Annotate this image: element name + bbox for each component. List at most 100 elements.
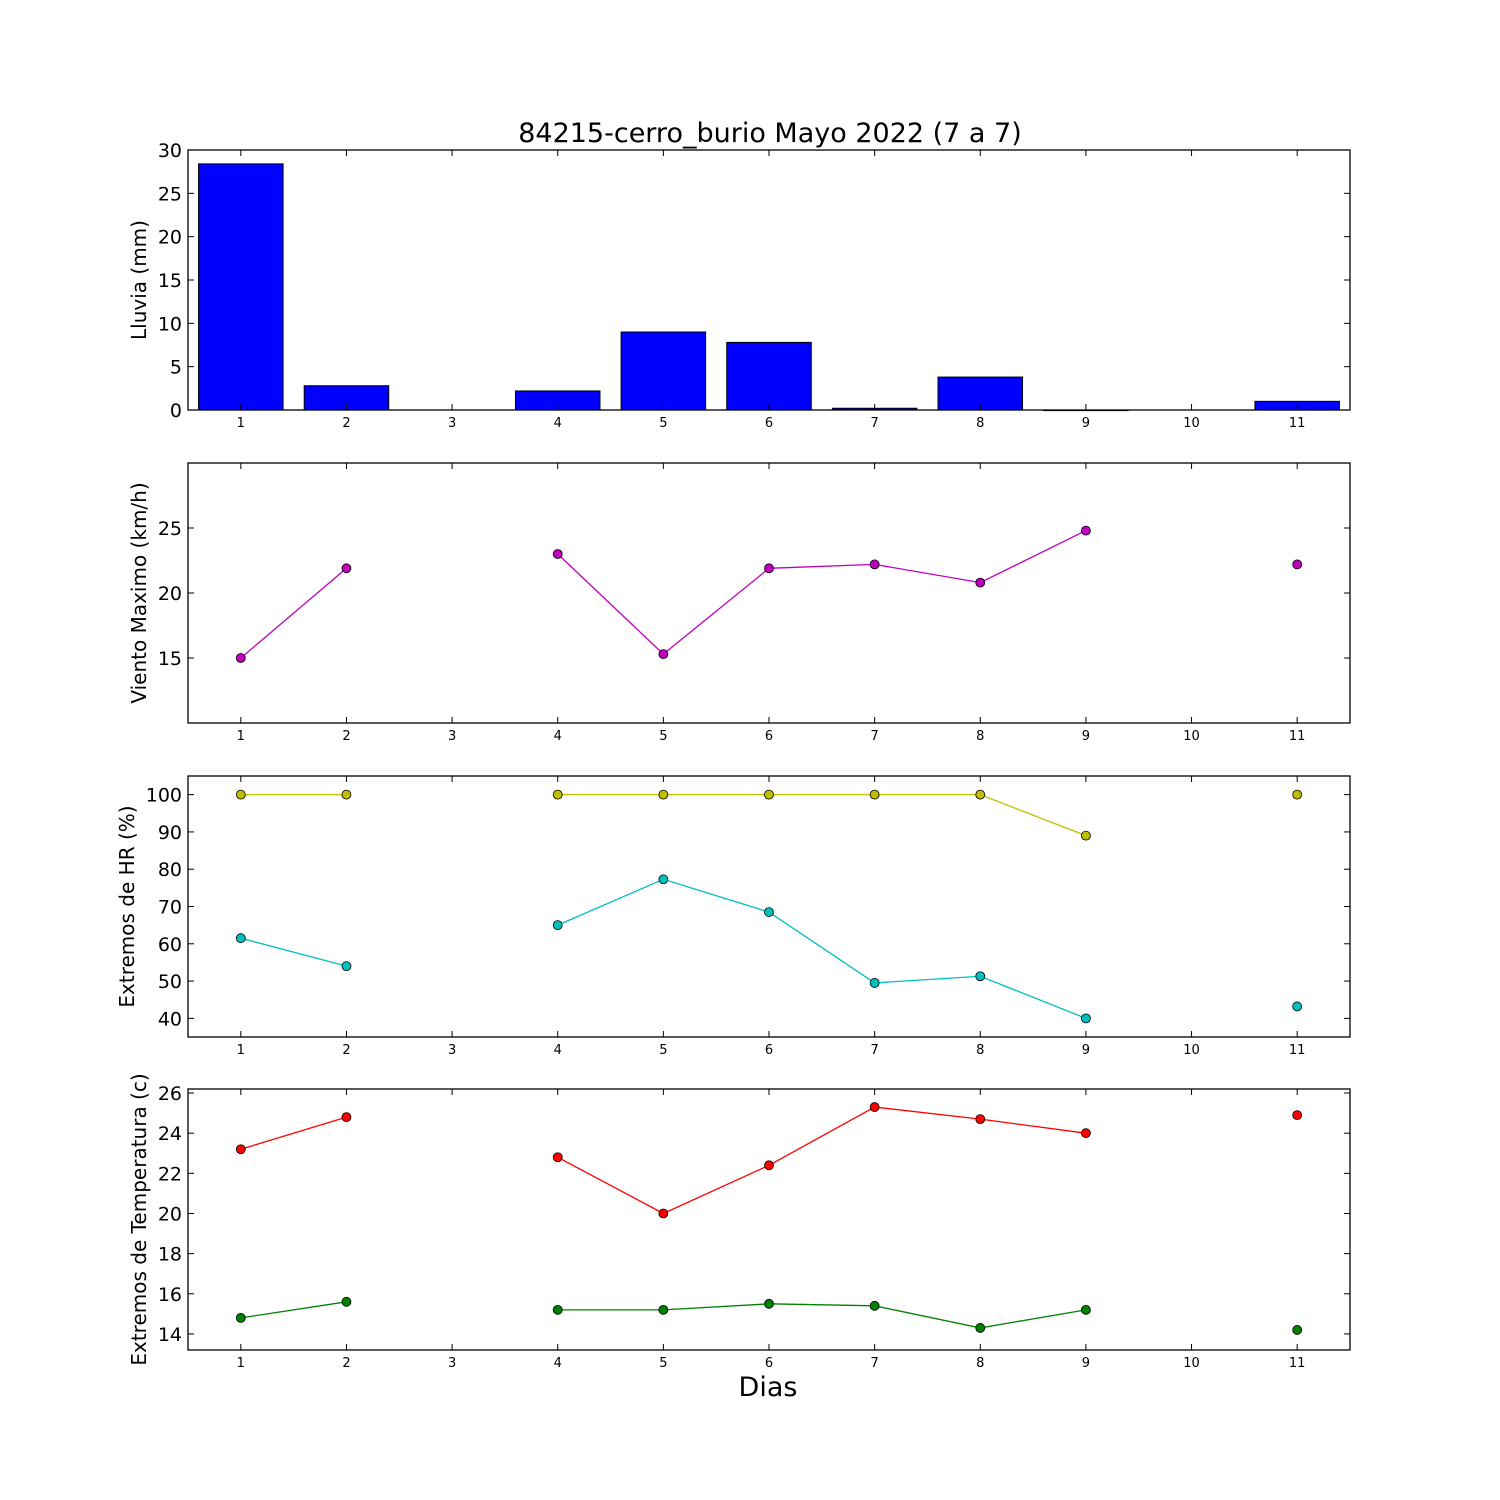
series-line: [557, 878, 1087, 1019]
data-point: [341, 1112, 352, 1123]
series-line: [240, 1116, 347, 1150]
data-point: [764, 1160, 774, 1171]
data-point: [235, 933, 246, 944]
bar: [620, 331, 707, 411]
x-axis-label: Dias: [739, 1372, 798, 1403]
x-tick-label: 6: [765, 729, 773, 744]
data-point: [235, 1144, 246, 1155]
chart-title: 84215-cerro_burio Mayo 2022 (7 a 7): [518, 118, 1022, 149]
x-tick-label: 9: [1082, 729, 1090, 744]
x-tick-label: 11: [1289, 1043, 1306, 1058]
data-point: [975, 1323, 986, 1333]
data-point: [235, 653, 246, 663]
data-point: [658, 789, 669, 800]
y-axis-label: Viento Maximo (km/h): [127, 482, 151, 703]
x-tick-label: 3: [448, 1356, 456, 1371]
subplot-4: 1 2 3 4 5 6 7 8 9 10 11 14 16 18 20 22 24 26 Extremos de T…: [127, 1073, 1351, 1371]
x-tick-label: 9: [1082, 416, 1090, 431]
data-point: [975, 971, 986, 982]
x-tick-label: 6: [765, 1043, 773, 1058]
y-axis-label: Extremos de HR (%): [115, 805, 139, 1007]
series-line: [240, 567, 347, 659]
data-point: [658, 874, 669, 885]
y-tick-label: 16: [158, 1284, 182, 1306]
data-point: [1292, 1001, 1303, 1012]
data-point: [1081, 1013, 1091, 1024]
x-tick-label: 10: [1183, 1356, 1200, 1371]
data-point: [764, 789, 774, 800]
y-tick-label: 20: [158, 583, 182, 605]
y-tick-label: 30: [158, 140, 182, 162]
data-point: [1292, 1325, 1303, 1335]
data-point: [552, 1152, 563, 1163]
y-tick-label: 60: [158, 934, 182, 956]
x-tick-label: 6: [765, 416, 773, 431]
x-tick-label: 9: [1082, 1356, 1090, 1371]
y-tick-label: 20: [158, 1203, 182, 1225]
data-point: [658, 1208, 669, 1219]
data-point: [341, 563, 352, 574]
x-tick-label: 7: [870, 729, 878, 744]
subplot-2: 1 2 3 4 5 6 7 8 9 10 11 15 20 25 Viento Maximo (km/h): [127, 462, 1351, 744]
axes-frame: [187, 1088, 1351, 1351]
subplot-1: 1 2 3 4 5 6 7 8 9 10 11 0 5 10 15 20 25 30 Lluvia (mm): [127, 140, 1351, 431]
data-point: [975, 1114, 986, 1125]
x-tick-label: 2: [342, 729, 350, 744]
x-tick-label: 1: [237, 1356, 245, 1371]
y-tick-label: 50: [158, 971, 182, 993]
series-line: [557, 1303, 1087, 1329]
data-point: [552, 789, 563, 800]
data-point: [341, 961, 352, 972]
data-point: [658, 649, 669, 659]
x-tick-label: 7: [870, 416, 878, 431]
data-point: [764, 1298, 774, 1309]
axes-frame: [187, 775, 1351, 1038]
y-tick-label: 14: [158, 1324, 182, 1346]
x-tick-label: 8: [976, 416, 984, 431]
data-point: [869, 559, 880, 570]
data-point: [658, 1304, 669, 1315]
subplot-3: 1 2 3 4 5 6 7 8 9 10 11 40 50 60 70 80 90 100 Extremos de …: [115, 775, 1351, 1058]
y-tick-label: 90: [158, 822, 182, 844]
x-tick-label: 3: [448, 416, 456, 431]
y-tick-label: 18: [158, 1244, 182, 1266]
data-point: [869, 978, 880, 988]
x-tick-label: 3: [448, 1043, 456, 1058]
y-tick-label: 25: [158, 183, 182, 205]
data-point: [1081, 830, 1091, 841]
data-point: [975, 789, 986, 800]
x-tick-label: 11: [1289, 416, 1306, 431]
data-point: [1292, 559, 1303, 570]
x-tick-label: 4: [554, 1356, 562, 1371]
data-point: [764, 907, 774, 917]
data-point: [869, 789, 880, 800]
x-tick-label: 8: [976, 1356, 984, 1371]
y-tick-label: 70: [158, 897, 182, 919]
x-tick-label: 8: [976, 1043, 984, 1058]
y-tick-label: 5: [170, 357, 182, 379]
x-tick-label: 2: [342, 1043, 350, 1058]
data-point: [1081, 1128, 1091, 1139]
series-line: [240, 937, 347, 967]
x-tick-label: 7: [870, 1356, 878, 1371]
x-tick-label: 10: [1183, 729, 1200, 744]
data-point: [764, 563, 774, 574]
y-tick-label: 15: [158, 648, 182, 670]
x-tick-label: 3: [448, 729, 456, 744]
x-tick-label: 1: [237, 1043, 245, 1058]
data-point: [552, 920, 563, 931]
data-point: [1292, 1110, 1303, 1120]
series-line: [557, 530, 1087, 655]
data-point: [869, 1300, 880, 1311]
y-tick-label: 10: [158, 313, 182, 335]
y-tick-label: 100: [146, 785, 182, 807]
y-tick-label: 25: [158, 518, 182, 540]
x-tick-label: 5: [659, 1356, 667, 1371]
data-point: [235, 1312, 246, 1323]
y-tick-label: 15: [158, 270, 182, 292]
y-tick-label: 26: [158, 1083, 182, 1105]
y-tick-label: 22: [158, 1163, 182, 1185]
x-tick-label: 9: [1082, 1043, 1090, 1058]
data-point: [975, 577, 986, 588]
